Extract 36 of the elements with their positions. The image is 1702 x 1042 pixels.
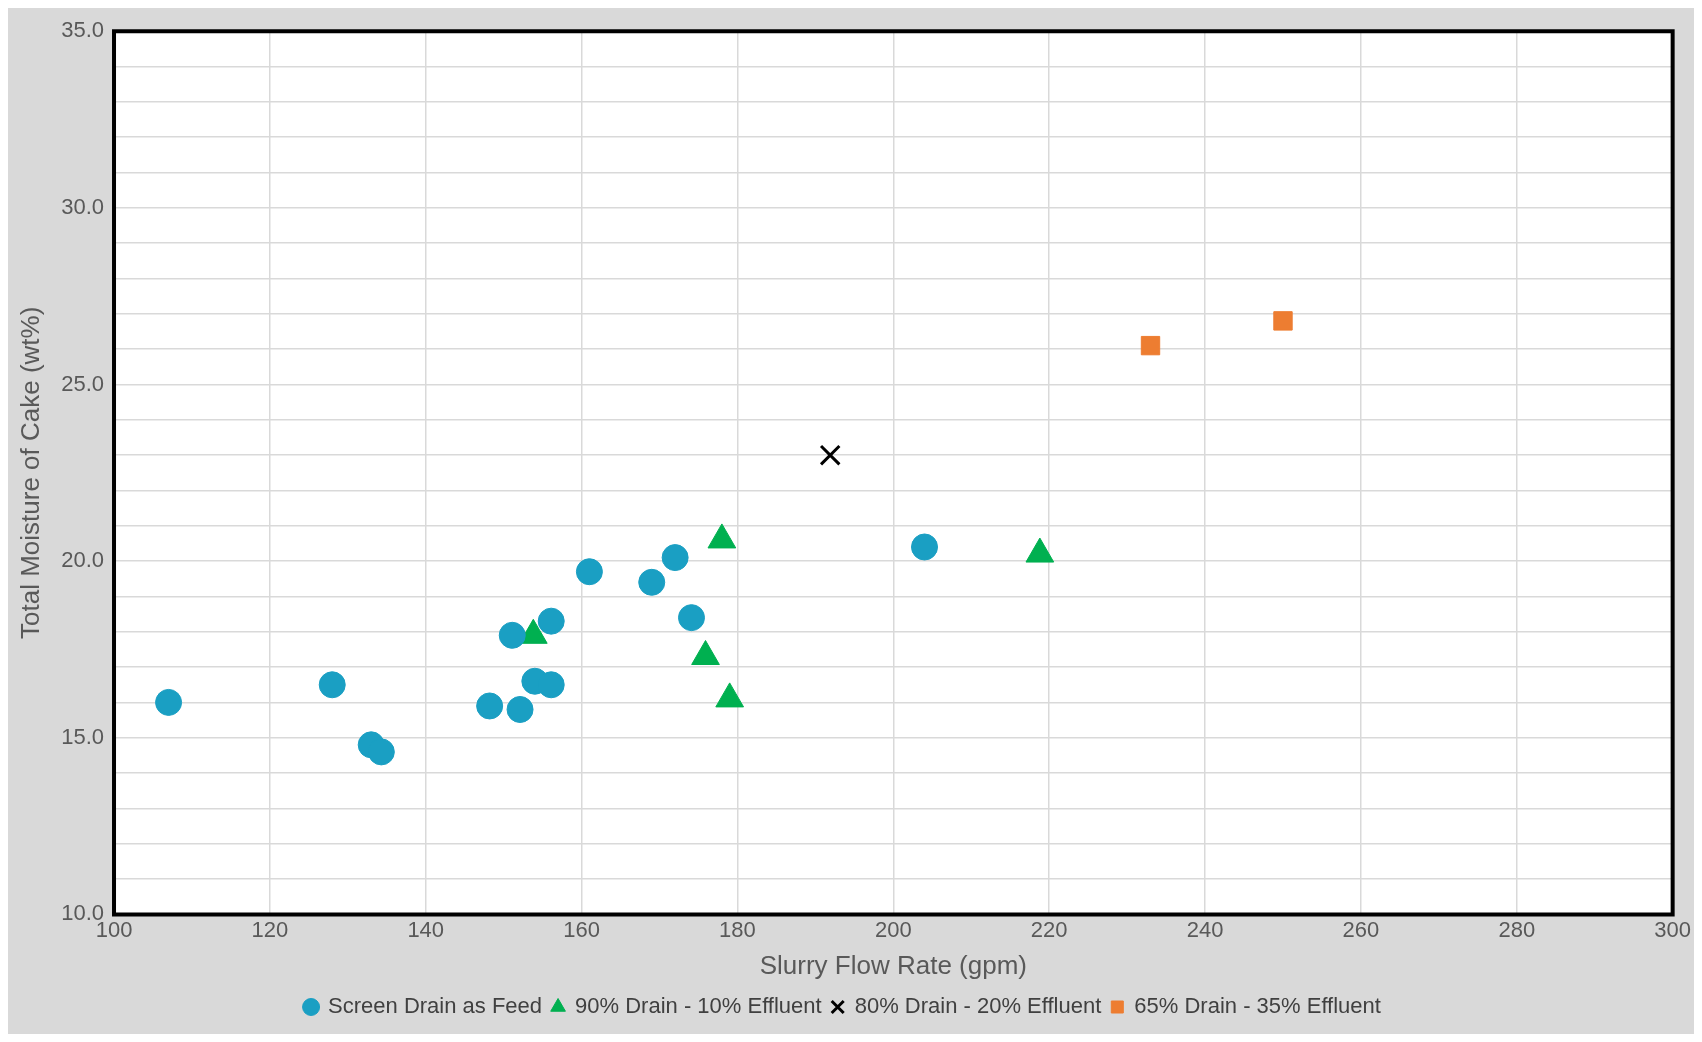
legend-label: Screen Drain as Feed xyxy=(328,993,543,1019)
point xyxy=(661,544,689,572)
x-tick-label: 280 xyxy=(1498,916,1536,942)
point xyxy=(677,604,705,632)
x-tick-label: 240 xyxy=(1186,916,1224,942)
y-axis-title: Total Moisture of Cake (wt%) xyxy=(14,306,45,639)
point xyxy=(476,692,504,720)
y-tick-label: 20.0 xyxy=(61,547,105,573)
point xyxy=(498,621,526,649)
point xyxy=(155,688,183,716)
x-tick-label: 180 xyxy=(719,916,756,942)
x-tick-label: 300 xyxy=(1654,916,1692,942)
point xyxy=(367,738,395,766)
y-tick-label: 35.0 xyxy=(61,17,105,43)
x-tick-label: 220 xyxy=(1030,916,1068,942)
x-tick-label: 140 xyxy=(407,916,445,942)
legend-label: 65% Drain - 35% Effluent xyxy=(1134,993,1381,1019)
legend-label: 80% Drain - 20% Effluent xyxy=(854,993,1102,1019)
point xyxy=(506,696,534,723)
point xyxy=(318,671,346,699)
x-axis-title: Slurry Flow Rate (gpm) xyxy=(759,949,1027,980)
y-tick-label: 25.0 xyxy=(61,370,105,396)
point xyxy=(575,558,603,586)
point xyxy=(911,533,939,561)
legend-label: 90% Drain - 10% Effluent xyxy=(575,993,822,1019)
point xyxy=(1273,311,1293,331)
x-tick-label: 260 xyxy=(1342,916,1380,942)
point xyxy=(537,607,565,635)
x-tick-label: 200 xyxy=(874,916,912,942)
y-tick-label: 30.0 xyxy=(61,193,105,219)
y-tick-label: 15.0 xyxy=(61,723,105,749)
point xyxy=(819,444,841,466)
x-tick-label: 160 xyxy=(563,916,600,942)
point xyxy=(1140,335,1161,356)
point xyxy=(638,568,666,596)
x-tick-label: 120 xyxy=(251,916,289,942)
